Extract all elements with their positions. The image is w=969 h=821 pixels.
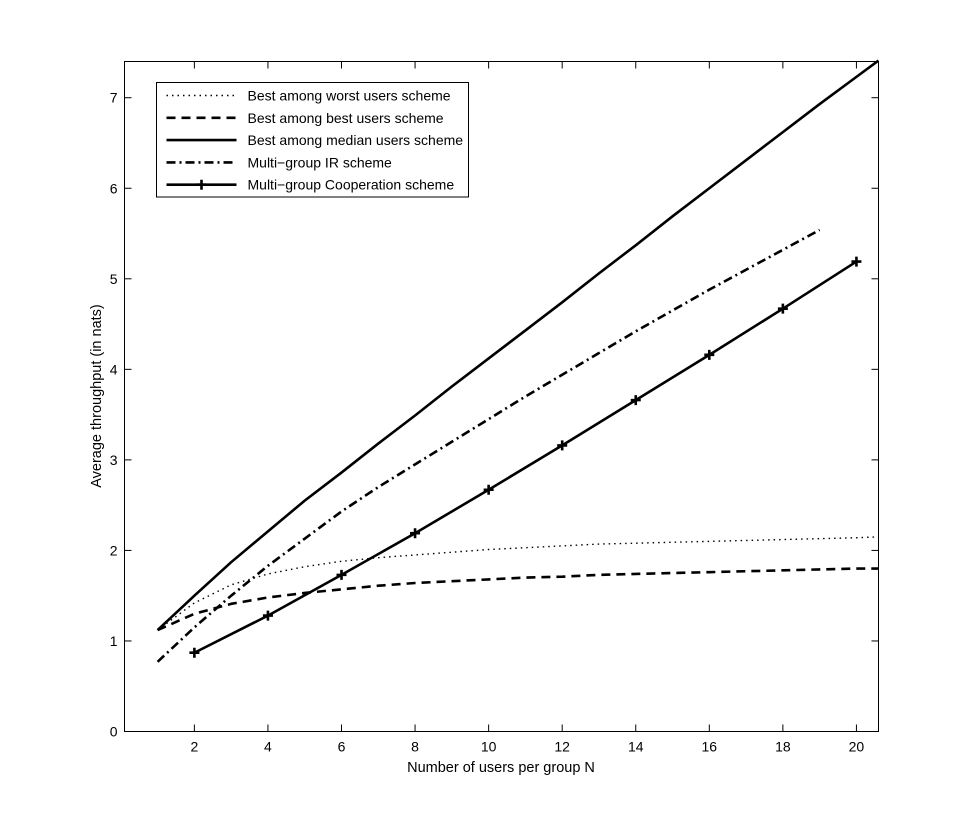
legend-item: Best among worst users scheme (166, 88, 451, 104)
axes-layer (124, 61, 879, 732)
series-5-marker (410, 528, 421, 539)
series-5 (189, 256, 862, 658)
legend-marker (196, 179, 207, 190)
x-tick-label: 18 (775, 739, 791, 755)
legend: Best among worst users scheme Best among … (156, 82, 469, 198)
series-5-marker (262, 610, 273, 621)
x-tick-label: 4 (264, 739, 272, 755)
series-5-marker (630, 395, 641, 406)
x-tick-label: 20 (849, 739, 865, 755)
series-2 (157, 567, 879, 632)
series-5-marker (189, 647, 200, 658)
x-tick-label: 16 (702, 739, 718, 755)
series-1-line (157, 536, 879, 631)
series-4-line (156, 228, 821, 663)
y-tick-label: 4 (110, 361, 118, 377)
series-5-marker (336, 569, 347, 580)
series-5-marker (851, 256, 862, 267)
y-axis-label: Average throughput (in nats) (89, 304, 105, 488)
y-tick-label: 0 (110, 724, 118, 740)
y-tick-label: 7 (110, 90, 118, 106)
x-tick-label: 8 (411, 739, 419, 755)
axes-box (124, 61, 879, 732)
x-tick-label: 12 (554, 739, 570, 755)
series-5-marker (704, 349, 715, 360)
series-1 (157, 536, 879, 631)
series-3-line (156, 59, 880, 632)
legend-label: Best among worst users scheme (248, 88, 451, 104)
y-tick-label: 3 (110, 452, 118, 468)
legend-item: Best among best users scheme (166, 110, 444, 126)
series-5-marker (777, 303, 788, 314)
series-5-marker (483, 484, 494, 495)
legend-item: Best among median users scheme (166, 132, 464, 148)
series-3 (156, 59, 880, 632)
legend-label: Best among median users scheme (248, 132, 464, 148)
series-layer (156, 59, 880, 663)
y-tick-label: 6 (110, 180, 118, 196)
legend-item: Multi−group Cooperation scheme (166, 177, 455, 193)
legend-item: Multi−group IR scheme (166, 154, 393, 170)
legend-label: Multi−group IR scheme (248, 154, 393, 170)
y-tick-label: 2 (110, 542, 118, 558)
series-5-line (193, 260, 858, 654)
legend-label: Multi−group Cooperation scheme (248, 177, 455, 193)
x-tick-label: 10 (481, 739, 497, 755)
x-tick-label: 6 (338, 739, 346, 755)
y-tick-label: 5 (110, 271, 118, 287)
x-tick-label: 14 (628, 739, 644, 755)
series-2-line (157, 567, 879, 632)
x-axis-label: Number of users per group N (407, 760, 595, 776)
series-5-marker (557, 440, 568, 451)
series-4 (156, 228, 821, 663)
y-tick-label: 1 (110, 633, 118, 649)
x-tick-label: 2 (190, 739, 198, 755)
legend-label: Best among best users scheme (248, 110, 444, 126)
